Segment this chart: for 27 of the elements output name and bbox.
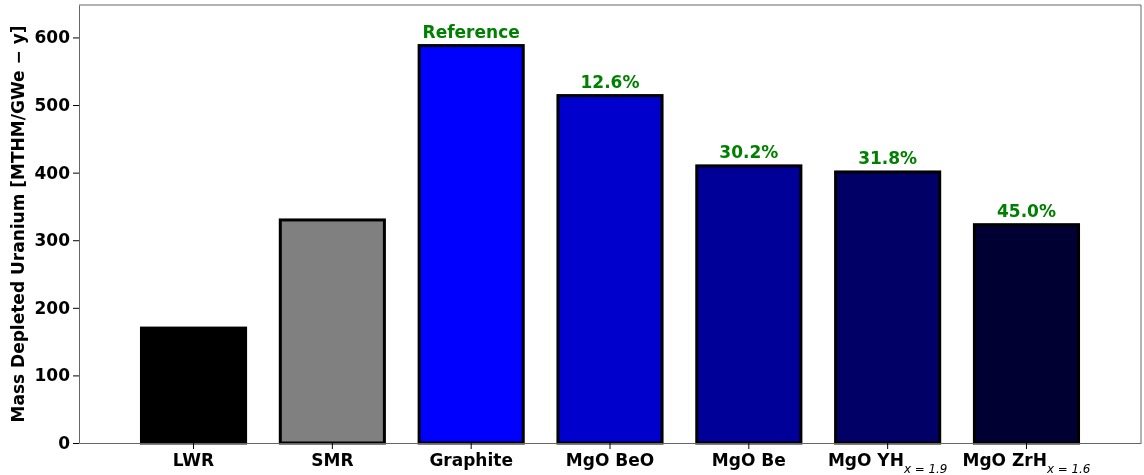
- x-tick-label: MgO Be: [711, 450, 786, 470]
- annotation: 31.8%: [858, 147, 918, 168]
- x-tick-label: Graphite: [429, 450, 513, 470]
- x-tick-label: LWR: [172, 450, 215, 470]
- y-tick-label: 600: [34, 27, 71, 48]
- y-tick-label: 200: [34, 297, 71, 318]
- y-tick-label: 500: [34, 94, 71, 115]
- bar: [556, 94, 664, 445]
- x-tick-label: SMR: [311, 450, 354, 470]
- annotation: 30.2%: [719, 141, 779, 162]
- bar: [139, 326, 248, 445]
- annotation: 45.0%: [996, 200, 1056, 221]
- y-tick-label: 400: [34, 162, 71, 183]
- y-axis-title: Mass Depleted Uranium [MTHM/GWe − y]: [8, 25, 28, 423]
- bar: [834, 170, 942, 445]
- bar: [278, 218, 386, 445]
- annotation: 12.6%: [580, 71, 640, 92]
- bar: [417, 44, 525, 445]
- x-tick-label: MgO BeO: [565, 450, 655, 470]
- x-tick-label: MgO YH$_{x = 1.9}$: [827, 450, 948, 475]
- bar: [972, 223, 1081, 445]
- annotation: Reference: [422, 21, 520, 42]
- y-tick-label: 0: [58, 432, 71, 453]
- bar: [695, 164, 803, 445]
- y-tick-label: 100: [34, 365, 71, 386]
- y-tick-label: 300: [34, 230, 71, 251]
- x-tick-label: MgO ZrH$_{x = 1.6}$: [962, 450, 1091, 475]
